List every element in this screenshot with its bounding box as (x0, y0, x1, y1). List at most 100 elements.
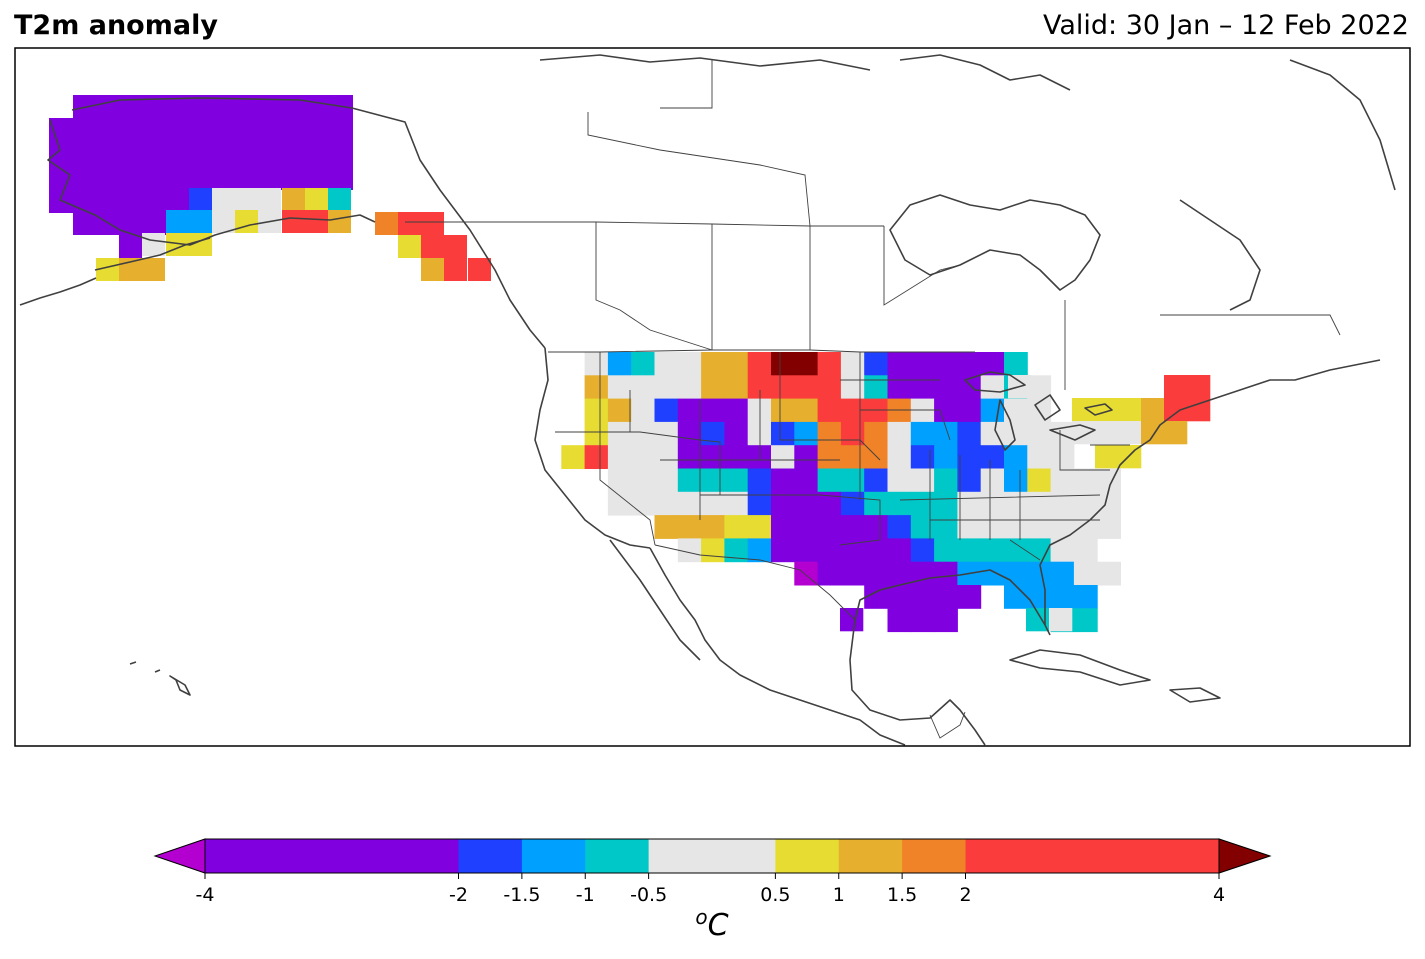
grid-cell (1027, 468, 1052, 493)
grid-cell (654, 352, 679, 376)
grid-cell (1187, 398, 1211, 422)
unit-letter: C (707, 908, 729, 943)
grid-cell (1050, 515, 1075, 539)
grid-cell (864, 352, 888, 376)
grid-cell (957, 538, 982, 563)
grid-cell (49, 188, 189, 213)
grid-cell (724, 445, 749, 469)
grid-cell (607, 491, 632, 516)
grid-cell (1073, 608, 1098, 633)
grid-cell (1050, 468, 1075, 493)
grid-cell (677, 538, 702, 563)
grid-cell (724, 468, 749, 493)
colorbar-tick-label: 1 (832, 884, 845, 906)
grid-cell (421, 212, 444, 235)
grid-cell (794, 398, 819, 423)
colorbar-segment (648, 839, 776, 873)
grid-cell (444, 258, 467, 281)
grid-cell (701, 491, 725, 516)
grid-cell (1118, 421, 1142, 445)
grid-cell (817, 491, 842, 516)
grid-cell (840, 445, 865, 469)
grid-cell (771, 375, 795, 400)
map-frame (14, 47, 1411, 747)
grid-cell (840, 491, 865, 516)
grid-cell (701, 445, 725, 469)
grid-cell (817, 515, 842, 539)
grid-cell (1050, 561, 1075, 586)
grid-cell (957, 352, 982, 376)
grid-cell (934, 352, 958, 376)
grid-cell (817, 445, 842, 469)
grid-cell (607, 421, 632, 446)
grid-cell (724, 398, 749, 423)
coastlines (19, 54, 1396, 746)
grid-cell (864, 491, 888, 516)
grid-cell (701, 375, 725, 400)
grid-cell (1027, 491, 1052, 516)
grid-cell (1004, 421, 1028, 446)
grid-cell (189, 188, 212, 211)
grid-cell (1164, 421, 1188, 445)
grid-cell (794, 375, 819, 400)
grid-cell (934, 538, 958, 563)
grid-cell (794, 445, 819, 469)
grid-cell (1050, 445, 1075, 469)
grid-cell (724, 375, 749, 400)
grid-cell (817, 398, 842, 423)
grid-cell (1073, 561, 1098, 586)
grid-cell (1004, 491, 1028, 516)
grid-cell (584, 398, 609, 423)
grid-cell (607, 352, 632, 376)
grid-cell (1073, 491, 1098, 516)
grid-cell (1050, 538, 1075, 563)
colorbar-tick-label: 0.5 (760, 884, 791, 906)
grid-cell (724, 515, 749, 539)
grid-cell (1097, 491, 1121, 516)
colorbar-tick-label: -1.5 (503, 884, 541, 906)
colorbar-tick-label: 2 (959, 884, 972, 906)
grid-cell (1118, 445, 1142, 469)
grid-cell (724, 538, 749, 563)
colorbar-tick-label: 1.5 (887, 884, 918, 906)
grid-cell (934, 421, 958, 446)
grid-cell (607, 375, 632, 400)
grid-cell (840, 468, 865, 493)
grid-cell (654, 515, 679, 539)
grid-cell (934, 515, 958, 539)
grid-cell (887, 515, 912, 539)
map-title: T2m anomaly (14, 10, 218, 41)
grid-cell (142, 258, 165, 281)
grid-cell (747, 515, 772, 539)
grid-cell (980, 538, 1005, 563)
grid-cell (654, 445, 679, 469)
grid-cell (631, 398, 655, 423)
grid-cell (1027, 375, 1052, 400)
grid-cell (887, 468, 912, 493)
grid-cell (771, 491, 795, 516)
grid-cell (631, 468, 655, 493)
grid-cell (654, 468, 679, 493)
grid-cell (235, 188, 258, 211)
grid-cell (980, 445, 1005, 469)
grid-cell (212, 210, 235, 233)
grid-cell (934, 445, 958, 469)
grid-cell (328, 188, 351, 211)
grid-cell (398, 235, 421, 258)
grid-cell (1027, 421, 1052, 446)
grid-cell (1073, 538, 1098, 563)
grid-cell (771, 538, 795, 563)
colorbar-under-arrow (153, 838, 206, 874)
grid-cell (677, 491, 702, 516)
grid-cell (1164, 398, 1188, 422)
grid-cell (1050, 585, 1075, 609)
grid-cell (1004, 352, 1028, 376)
grid-cell (701, 398, 725, 423)
colorbar-segment (902, 839, 966, 873)
colorbar-tick-label: -0.5 (630, 884, 668, 906)
colorbar-frame (204, 838, 1220, 874)
grid-cell (980, 515, 1005, 539)
grid-cell (1049, 608, 1073, 632)
grid-cell (957, 398, 982, 423)
